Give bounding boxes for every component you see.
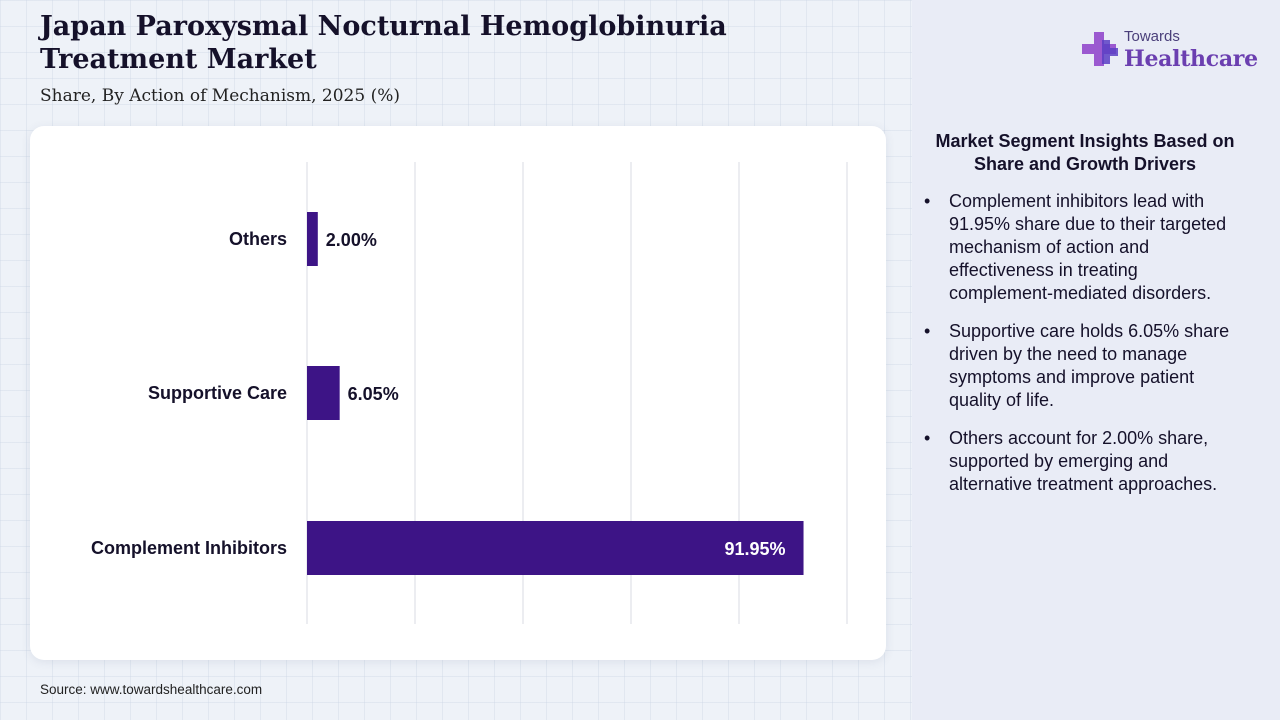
data-label: 6.05% <box>348 384 399 404</box>
source-note: Source: www.towardshealthcare.com <box>40 682 263 697</box>
bar <box>307 366 340 420</box>
page-subtitle: Share, By Action of Mechanism, 2025 (%) <box>40 86 401 106</box>
bullet: • <box>924 428 931 448</box>
insight-text: Complement inhibitors lead with 91.95% s… <box>949 191 1227 303</box>
insights-panel <box>912 0 1280 720</box>
insights-heading: Market Segment Insights Based on Share a… <box>935 131 1235 174</box>
bar <box>307 521 804 575</box>
page-title: Japan Paroxysmal Nocturnal Hemoglobinuri… <box>40 11 727 75</box>
logo-text-healthcare: Healthcare <box>1124 46 1258 72</box>
data-label: 91.95% <box>724 539 785 559</box>
insight-text: Others account for 2.00% share, supporte… <box>949 428 1218 494</box>
bar <box>307 212 318 266</box>
logo-text-towards: Towards <box>1124 28 1180 45</box>
bar-chart: Others 2.00% Supportive Care 6.05% Complemen… <box>91 162 848 624</box>
category-label: Complement Inhibitors <box>91 538 287 558</box>
insight-item: • Supportive care holds 6.05% share drive… <box>922 320 1242 412</box>
insight-item: • Others account for 2.00% share, support… <box>922 427 1242 496</box>
insight-item: • Complement inhibitors lead with 91.95% … <box>922 190 1242 305</box>
insight-text: Supportive care holds 6.05% share driven… <box>949 321 1230 410</box>
category-label: Supportive Care <box>148 383 287 403</box>
insights-list: • Complement inhibitors lead with 91.95% … <box>922 190 1242 511</box>
bullet: • <box>924 191 931 211</box>
category-label: Others <box>229 229 287 249</box>
data-label: 2.00% <box>326 230 377 250</box>
chart-card: Others 2.00% Supportive Care 6.05% Complemen… <box>30 126 886 660</box>
towards-healthcare-logo: Towards Healthcare <box>1080 28 1260 78</box>
bullet: • <box>924 321 931 341</box>
medical-cross-icon <box>1082 32 1118 66</box>
